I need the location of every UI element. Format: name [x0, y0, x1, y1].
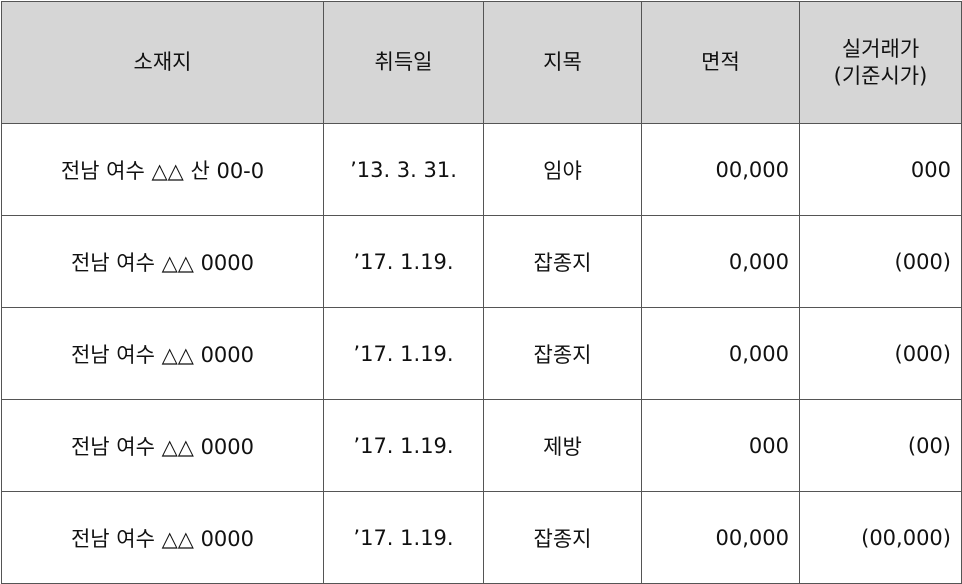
cell-area: 00,000 — [641, 491, 800, 584]
cell-price: 000 — [799, 123, 962, 216]
header-land-type: 지목 — [483, 1, 642, 124]
cell-date: ’17. 1.19. — [323, 491, 484, 584]
cell-land-type: 잡종지 — [483, 215, 642, 308]
cell-land-type: 임야 — [483, 123, 642, 216]
cell-location: 전남 여수 △△ 0000 — [1, 215, 324, 308]
table-header-row: 소재지 취득일 지목 면적 실거래가 (기준시가) — [1, 1, 962, 124]
cell-area: 0,000 — [641, 215, 800, 308]
cell-date: ’17. 1.19. — [323, 307, 484, 400]
header-location: 소재지 — [1, 1, 324, 124]
cell-location: 전남 여수 △△ 0000 — [1, 399, 324, 492]
cell-date: ’17. 1.19. — [323, 215, 484, 308]
cell-location: 전남 여수 △△ 0000 — [1, 491, 324, 584]
cell-price: (000) — [799, 215, 962, 308]
table-row: 전남 여수 △△ 0000 ’17. 1.19. 제방 000 (00) — [1, 399, 962, 492]
header-price: 실거래가 (기준시가) — [799, 1, 962, 124]
table-row: 전남 여수 △△ 0000 ’17. 1.19. 잡종지 0,000 (000) — [1, 307, 962, 400]
cell-date: ’17. 1.19. — [323, 399, 484, 492]
cell-date: ’13. 3. 31. — [323, 123, 484, 216]
header-area: 면적 — [641, 1, 800, 124]
cell-area: 000 — [641, 399, 800, 492]
cell-price: (00) — [799, 399, 962, 492]
table-row: 전남 여수 △△ 0000 ’17. 1.19. 잡종지 0,000 (000) — [1, 215, 962, 308]
cell-location: 전남 여수 △△ 산 00-0 — [1, 123, 324, 216]
header-acquisition-date: 취득일 — [323, 1, 484, 124]
cell-area: 00,000 — [641, 123, 800, 216]
cell-land-type: 제방 — [483, 399, 642, 492]
table-row: 전남 여수 △△ 0000 ’17. 1.19. 잡종지 00,000 (00,… — [1, 491, 962, 584]
cell-land-type: 잡종지 — [483, 491, 642, 584]
header-price-line-2: (기준시가) — [833, 63, 928, 88]
header-price-line-1: 실거래가 — [841, 37, 920, 62]
cell-location: 전남 여수 △△ 0000 — [1, 307, 324, 400]
cell-price: (00,000) — [799, 491, 962, 584]
cell-area: 0,000 — [641, 307, 800, 400]
cell-land-type: 잡종지 — [483, 307, 642, 400]
cell-price: (000) — [799, 307, 962, 400]
table-row: 전남 여수 △△ 산 00-0 ’13. 3. 31. 임야 00,000 00… — [1, 123, 962, 216]
